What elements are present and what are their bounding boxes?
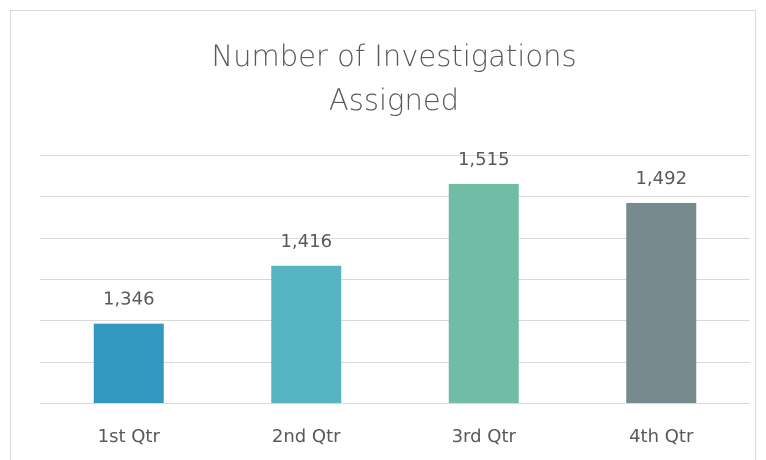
x-tick-label: 4th Qtr — [629, 426, 694, 447]
data-label: 1,515 — [458, 149, 510, 170]
bar — [626, 202, 697, 403]
data-label: 1,416 — [280, 231, 332, 252]
data-label: 1,346 — [103, 289, 155, 310]
data-label: 1,492 — [635, 168, 687, 189]
chart-title: Number of Investigations — [211, 39, 576, 73]
bar — [93, 323, 164, 403]
bar — [271, 265, 342, 403]
x-tick-label: 1st Qtr — [98, 426, 161, 447]
chart-title: Assigned — [329, 83, 459, 117]
bar — [448, 183, 519, 403]
x-tick-label: 3rd Qtr — [452, 426, 517, 447]
x-tick-label: 2nd Qtr — [272, 426, 341, 447]
chart-border — [10, 10, 756, 460]
